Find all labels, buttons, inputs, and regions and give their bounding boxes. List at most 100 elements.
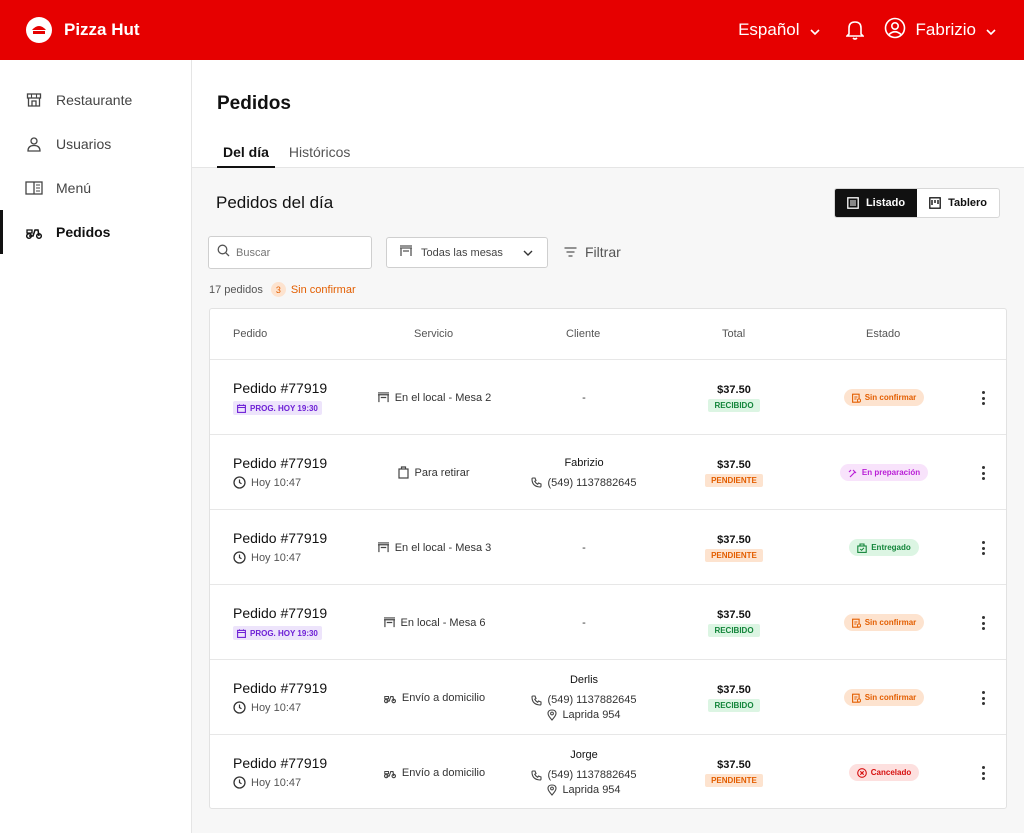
table-row[interactable]: Pedido #77919 Hoy 10:47 Para retirar Fab… (210, 435, 1006, 510)
chevron-down-icon (809, 20, 820, 40)
table-icon (383, 617, 396, 628)
table-icon (377, 542, 390, 553)
scooter-icon (25, 223, 43, 241)
sidebar-item-usuarios[interactable]: Usuarios (0, 122, 191, 166)
bag-check-icon (857, 542, 867, 553)
sidebar-item-label: Restaurante (56, 92, 133, 108)
sidebar-item-label: Menú (56, 180, 92, 196)
client-cell: Fabrizio (549) 1137882645 (510, 435, 658, 510)
table-row[interactable]: Pedido #77919 Hoy 10:47 Envío a domicili… (210, 735, 1006, 810)
order-time: Hoy 10:47 (233, 701, 301, 714)
brand-name: Pizza Hut (64, 20, 140, 39)
sidebar-item-restaurante[interactable]: Restaurante (0, 78, 191, 122)
order-title: Pedido #77919 (233, 530, 328, 546)
more-options-icon[interactable] (976, 538, 990, 558)
search-icon (217, 244, 230, 262)
status-label: Entregado (871, 543, 911, 552)
service-cell: En el local - Mesa 2 (360, 360, 508, 435)
client-address-label: Laprida 954 (562, 709, 621, 721)
board-view-button[interactable]: Tablero (917, 189, 999, 217)
language-selector[interactable]: Español (738, 20, 820, 40)
clock-icon (233, 776, 246, 789)
payment-badge: RECIBIDO (708, 698, 760, 712)
status-cell: Sin confirmar (810, 585, 958, 660)
payment-badge: PENDIENTE (705, 473, 763, 487)
section-title: Pedidos del día (216, 193, 334, 212)
service-cell: Envío a domicilio (360, 735, 508, 810)
scheduled-label: PROG. HOY 19:30 (250, 628, 318, 638)
payment-badge: PENDIENTE (705, 773, 763, 787)
order-time-label: Hoy 10:47 (251, 776, 302, 789)
bag-icon (398, 466, 410, 479)
order-title: Pedido #77919 (233, 455, 328, 471)
sidebar-item-pedidos[interactable]: Pedidos (0, 210, 191, 254)
sidebar-item-menu[interactable]: Menú (0, 166, 191, 210)
order-amount: $37.50 (717, 458, 751, 471)
order-time: Hoy 10:47 (233, 476, 301, 489)
client-empty: - (582, 541, 586, 554)
tab-historicos[interactable]: Históricos (288, 144, 351, 160)
chevron-down-icon (523, 250, 533, 256)
order-amount: $37.50 (717, 683, 751, 696)
clock-icon (233, 551, 246, 564)
client-phone: (549) 1137882645 (531, 477, 637, 489)
client-address-label: Laprida 954 (562, 784, 621, 796)
client-name: Derlis (569, 674, 599, 686)
total-cell: $37.50 RECIBIDO (660, 360, 808, 435)
status-cell: En preparación (810, 435, 958, 510)
unconfirmed-count-badge: 3 (270, 282, 286, 297)
client-empty: - (582, 391, 586, 404)
page-header: Pedidos Del día Históricos (192, 60, 1024, 168)
more-options-icon[interactable] (976, 763, 990, 783)
top-bar: Pizza Hut Español Fabrizio (0, 0, 1024, 60)
brand[interactable]: Pizza Hut (26, 17, 140, 43)
client-phone: (549) 1137882645 (531, 694, 637, 706)
column-header-cliente: Cliente (566, 328, 601, 340)
table-row[interactable]: Pedido #77919 PROG. HOY 19:30 En el loca… (210, 360, 1006, 435)
table-row[interactable]: Pedido #77919 PROG. HOY 19:30 En local -… (210, 585, 1006, 660)
sidebar-item-label: Usuarios (56, 136, 112, 152)
table-icon (399, 245, 413, 260)
list-view-button[interactable]: Listado (834, 189, 918, 217)
total-cell: $37.50 RECIBIDO (660, 660, 808, 735)
pin-icon (547, 709, 557, 721)
client-cell: - (510, 360, 658, 435)
client-phone-label: (549) 1137882645 (547, 694, 637, 706)
more-options-icon[interactable] (976, 388, 990, 408)
more-options-icon[interactable] (976, 613, 990, 633)
book-icon (25, 179, 43, 197)
status-label: En preparación (861, 468, 921, 477)
search-input[interactable] (236, 246, 356, 259)
more-options-icon[interactable] (976, 463, 990, 483)
service-label: En el local - Mesa 3 (394, 541, 492, 554)
unconfirmed-link[interactable]: Sin confirmar (290, 283, 356, 296)
table-select[interactable]: Todas las mesas (386, 237, 548, 268)
chevron-down-icon (986, 20, 996, 40)
table-row[interactable]: Pedido #77919 Hoy 10:47 En el local - Me… (210, 510, 1006, 585)
order-title: Pedido #77919 (233, 680, 328, 696)
order-time-label: Hoy 10:47 (251, 701, 302, 714)
status-badge: Cancelado (848, 764, 920, 781)
x-circle-icon (856, 767, 867, 778)
bell-icon[interactable] (845, 20, 864, 40)
filter-button[interactable]: Filtrar (564, 244, 621, 260)
service-label: En local - Mesa 6 (400, 616, 486, 629)
user-name: Fabrizio (915, 20, 976, 39)
utensils-icon (848, 468, 858, 478)
status-label: Sin confirmar (864, 618, 917, 627)
user-menu[interactable]: Fabrizio (884, 17, 996, 44)
total-cell: $37.50 RECIBIDO (660, 585, 808, 660)
service-label: Para retirar (414, 466, 470, 479)
calendar-icon (237, 628, 246, 638)
order-amount: $37.50 (717, 383, 751, 396)
service-cell: En local - Mesa 6 (360, 585, 508, 660)
client-name: Fabrizio (564, 456, 604, 469)
order-amount: $37.50 (717, 533, 751, 546)
column-header-estado: Estado (866, 328, 901, 340)
orders-table: Pedido Servicio Cliente Total Estado Ped… (209, 308, 1007, 809)
status-badge: Sin confirmar (843, 389, 925, 406)
table-row[interactable]: Pedido #77919 Hoy 10:47 Envío a domicili… (210, 660, 1006, 735)
tab-del-dia[interactable]: Del día (217, 140, 275, 168)
more-options-icon[interactable] (976, 688, 990, 708)
status-label: Sin confirmar (864, 693, 917, 702)
